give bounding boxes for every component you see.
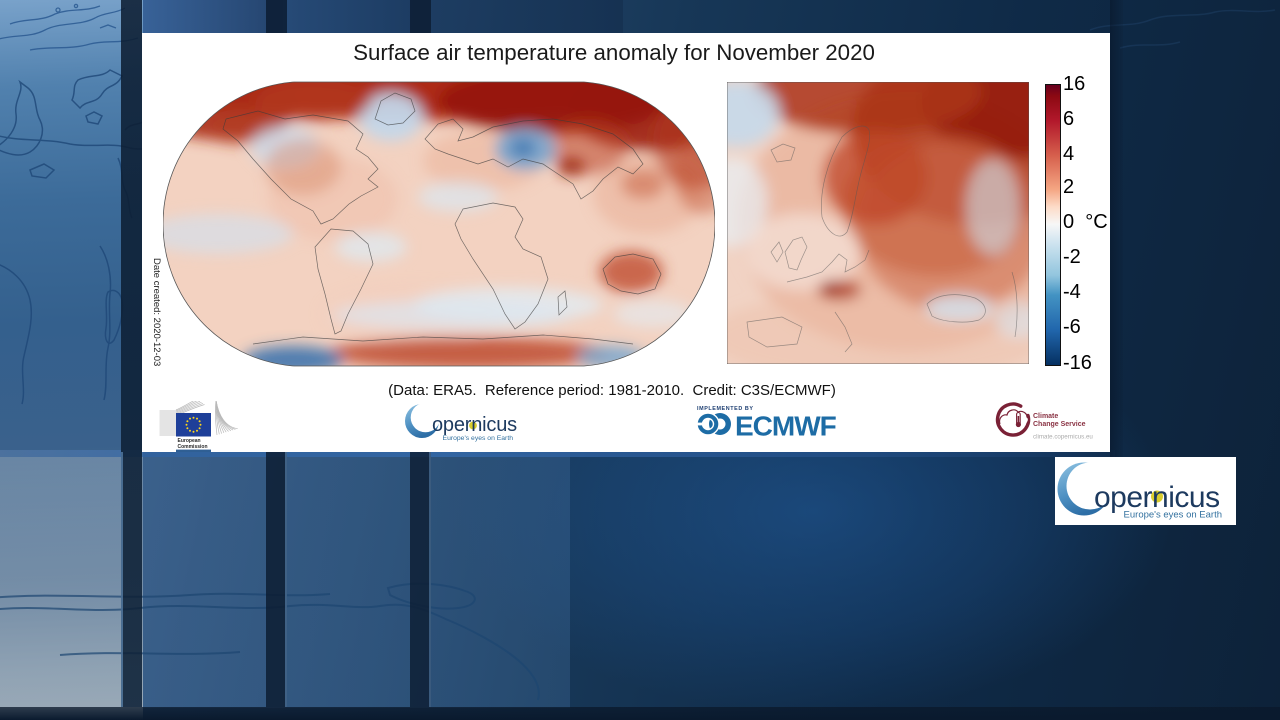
svg-text:Change Service: Change Service	[1033, 421, 1086, 428]
svg-text:IMPLEMENTED BY: IMPLEMENTED BY	[697, 406, 754, 412]
svg-text:Europe's eyes on Earth: Europe's eyes on Earth	[1124, 510, 1222, 521]
svg-text:Commission: Commission	[178, 444, 208, 450]
svg-text:ECMWF: ECMWF	[735, 411, 837, 442]
svg-text:Europe's eyes on Earth: Europe's eyes on Earth	[443, 435, 514, 442]
svg-text:climate.copernicus.eu: climate.copernicus.eu	[1033, 434, 1093, 441]
svg-text:opernicus: opernicus	[432, 414, 517, 436]
svg-text:Climate: Climate	[1033, 413, 1058, 420]
svg-text:European: European	[178, 438, 201, 444]
svg-text:opernicus: opernicus	[1094, 481, 1220, 514]
